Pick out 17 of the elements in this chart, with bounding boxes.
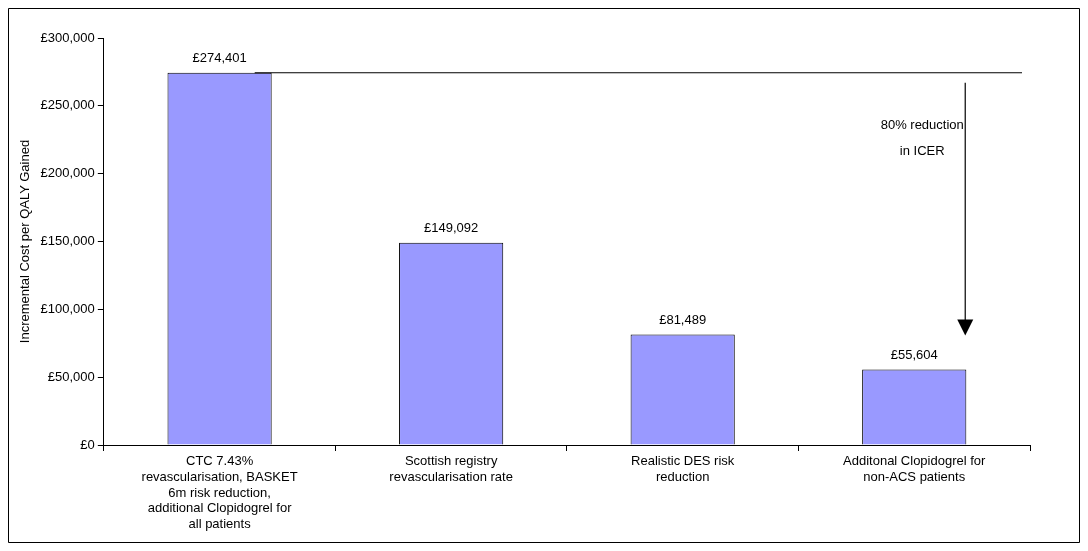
x-tick-label: Realistic DES risk reduction (631, 453, 735, 484)
annotation: 80% reduction in ICER (880, 116, 964, 158)
x-tick-label: Scottish registry revascularisation rate (389, 453, 513, 484)
y-axis-title: Incremental Cost per QALY Gained (17, 139, 33, 344)
y-tick-label: £100,000 (40, 300, 95, 316)
y-tick-label: £250,000 (40, 97, 95, 113)
y-tick-label: £300,000 (40, 29, 95, 45)
data-label: £274,401 (192, 49, 247, 65)
data-label: £81,489 (659, 311, 707, 327)
x-tick-label: Additonal Clopidogrel for non-ACS patients (843, 453, 987, 484)
y-tick-label: £200,000 (40, 165, 95, 181)
x-tick-label: CTC 7.43% revascularisation, BASKET 6m risk reduction, additional Clopidogrel for all patients (141, 453, 298, 531)
data-label: £55,604 (890, 346, 938, 362)
y-tick-label: £0 (80, 436, 95, 452)
y-tick-label: £150,000 (40, 233, 95, 249)
y-tick-label: £50,000 (47, 368, 95, 384)
data-label: £149,092 (424, 219, 479, 235)
